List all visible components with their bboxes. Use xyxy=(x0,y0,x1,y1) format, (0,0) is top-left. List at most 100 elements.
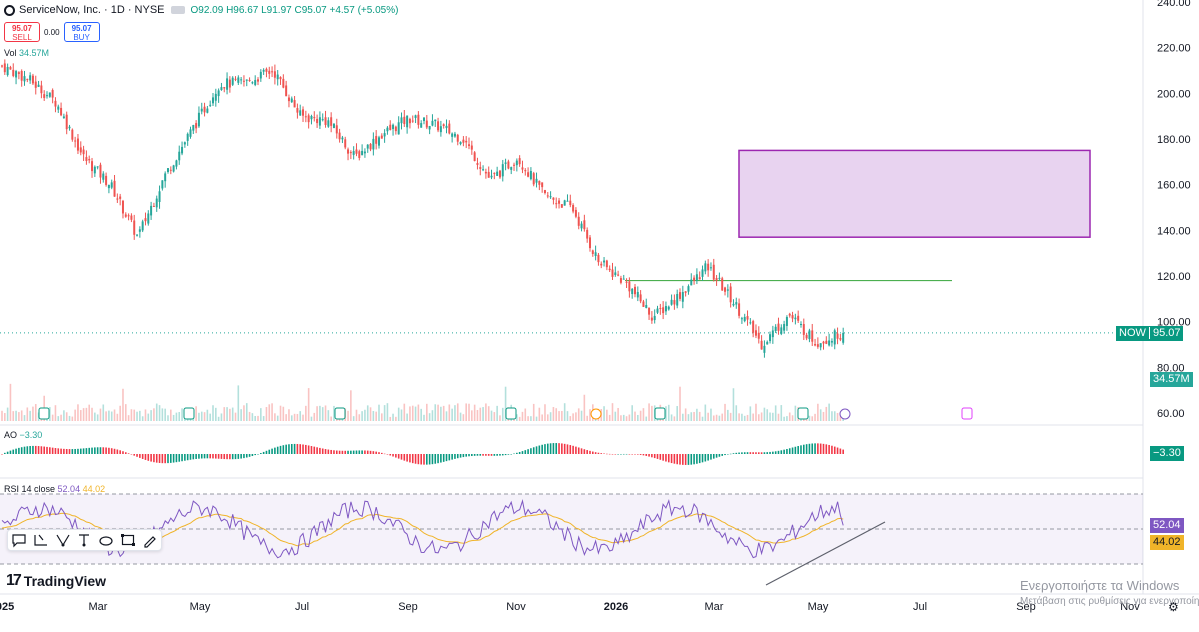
candle-body xyxy=(228,79,231,88)
candle-body xyxy=(836,333,839,339)
ellipse-tool-icon[interactable] xyxy=(98,532,114,548)
candle-body xyxy=(189,129,192,137)
candle-body xyxy=(783,324,786,331)
ao-bar xyxy=(696,454,698,464)
volume-bar xyxy=(628,414,631,421)
ao-bar xyxy=(245,454,248,458)
ao-bar xyxy=(113,448,116,454)
earnings-marker-icon xyxy=(334,407,346,420)
buy-button[interactable]: 95.07 BUY xyxy=(63,22,100,42)
candle-body xyxy=(155,198,158,208)
trend-tool-icon[interactable] xyxy=(55,532,71,548)
candle-body xyxy=(842,332,845,343)
ao-bar xyxy=(822,443,825,454)
volume-bar xyxy=(310,416,313,421)
candle-body xyxy=(150,205,153,216)
ao-bar xyxy=(676,454,678,465)
volume-bar xyxy=(479,407,482,421)
y-axis-tick-label: 60.00 xyxy=(1157,408,1185,420)
rectangle-tool-icon[interactable] xyxy=(120,532,136,548)
volume-bar xyxy=(251,413,254,421)
gear-icon[interactable]: ⚙ xyxy=(1168,600,1179,614)
ao-bar xyxy=(338,450,341,454)
x-axis-tick-label: Mar xyxy=(705,601,724,613)
volume-bar xyxy=(459,412,462,421)
symbol-title[interactable]: ServiceNow, Inc. · 1D · NYSE xyxy=(19,4,165,16)
candle-body xyxy=(546,195,549,197)
candle-body xyxy=(639,294,642,302)
tradingview-logo[interactable]: 17 TradingView xyxy=(6,572,106,590)
candle-body xyxy=(121,200,124,214)
ao-bar xyxy=(324,449,327,454)
ao-bar xyxy=(608,453,611,455)
candle-body xyxy=(262,69,265,72)
volume-legend[interactable]: Vol 34.57M xyxy=(4,48,49,58)
ao-bar xyxy=(378,452,380,454)
ao-bar xyxy=(634,454,636,455)
candle-body xyxy=(709,267,712,269)
candle-body xyxy=(738,303,741,316)
candle-body xyxy=(448,123,451,134)
volume-bar xyxy=(122,388,124,421)
ao-bar xyxy=(780,450,783,454)
volume-bar xyxy=(749,406,752,421)
volume-bar xyxy=(572,413,574,421)
ao-bar xyxy=(783,449,785,454)
candle-body xyxy=(510,167,513,170)
volume-bar xyxy=(333,405,335,421)
candle-body xyxy=(181,146,184,154)
brush-tool-icon[interactable] xyxy=(142,532,158,548)
ao-bar xyxy=(648,454,650,457)
fork-tool-icon[interactable] xyxy=(76,532,92,548)
market-status-icon[interactable] xyxy=(170,6,185,14)
volume-bar xyxy=(327,410,330,421)
ao-bar xyxy=(743,452,746,454)
candle-body xyxy=(423,117,425,122)
candle-body xyxy=(17,72,20,74)
ao-bar xyxy=(26,446,29,454)
volume-bar xyxy=(757,414,760,421)
x-axis-tick-label: May xyxy=(190,601,211,613)
sell-button[interactable]: 95.07 SELL xyxy=(4,22,40,42)
callout-tool-icon[interactable] xyxy=(11,532,27,548)
candle-body xyxy=(183,142,186,145)
volume-bar xyxy=(234,412,237,421)
path-tool-icon[interactable] xyxy=(33,532,49,548)
volume-bar xyxy=(752,413,754,421)
candle-body xyxy=(439,126,442,133)
rsi-legend[interactable]: RSI 14 close 52.04 44.02 xyxy=(4,484,105,494)
volume-bar xyxy=(822,411,825,421)
ao-bar xyxy=(839,448,842,454)
volume-bar xyxy=(54,405,57,421)
ao-bar xyxy=(223,454,226,460)
ao-bar xyxy=(290,444,293,454)
volume-bar xyxy=(164,408,166,421)
candle-body xyxy=(138,229,141,232)
ao-bar xyxy=(51,447,54,454)
volume-bar xyxy=(20,410,23,421)
volume-bar xyxy=(777,413,780,421)
candle-body xyxy=(324,117,327,125)
candle-body xyxy=(93,166,96,174)
ao-bar xyxy=(628,454,631,455)
candle-body xyxy=(197,112,200,127)
volume-bar xyxy=(763,407,766,421)
candle-body xyxy=(504,162,507,164)
volume-bar xyxy=(518,416,521,421)
ao-bar xyxy=(91,447,93,454)
ao-bar xyxy=(724,454,726,456)
volume-bar xyxy=(445,411,448,421)
ao-legend[interactable]: AO −3.30 xyxy=(4,430,42,440)
volume-bar xyxy=(110,411,113,421)
candle-body xyxy=(431,120,434,126)
volume-bar xyxy=(563,403,566,421)
candle-body xyxy=(425,120,428,128)
candle-body xyxy=(673,300,676,305)
candle-body xyxy=(133,220,136,235)
y-axis-tick-label: 80.00 xyxy=(1157,362,1185,374)
volume-bar xyxy=(617,407,619,421)
ao-bar xyxy=(687,454,690,465)
volume-bar xyxy=(465,403,467,421)
